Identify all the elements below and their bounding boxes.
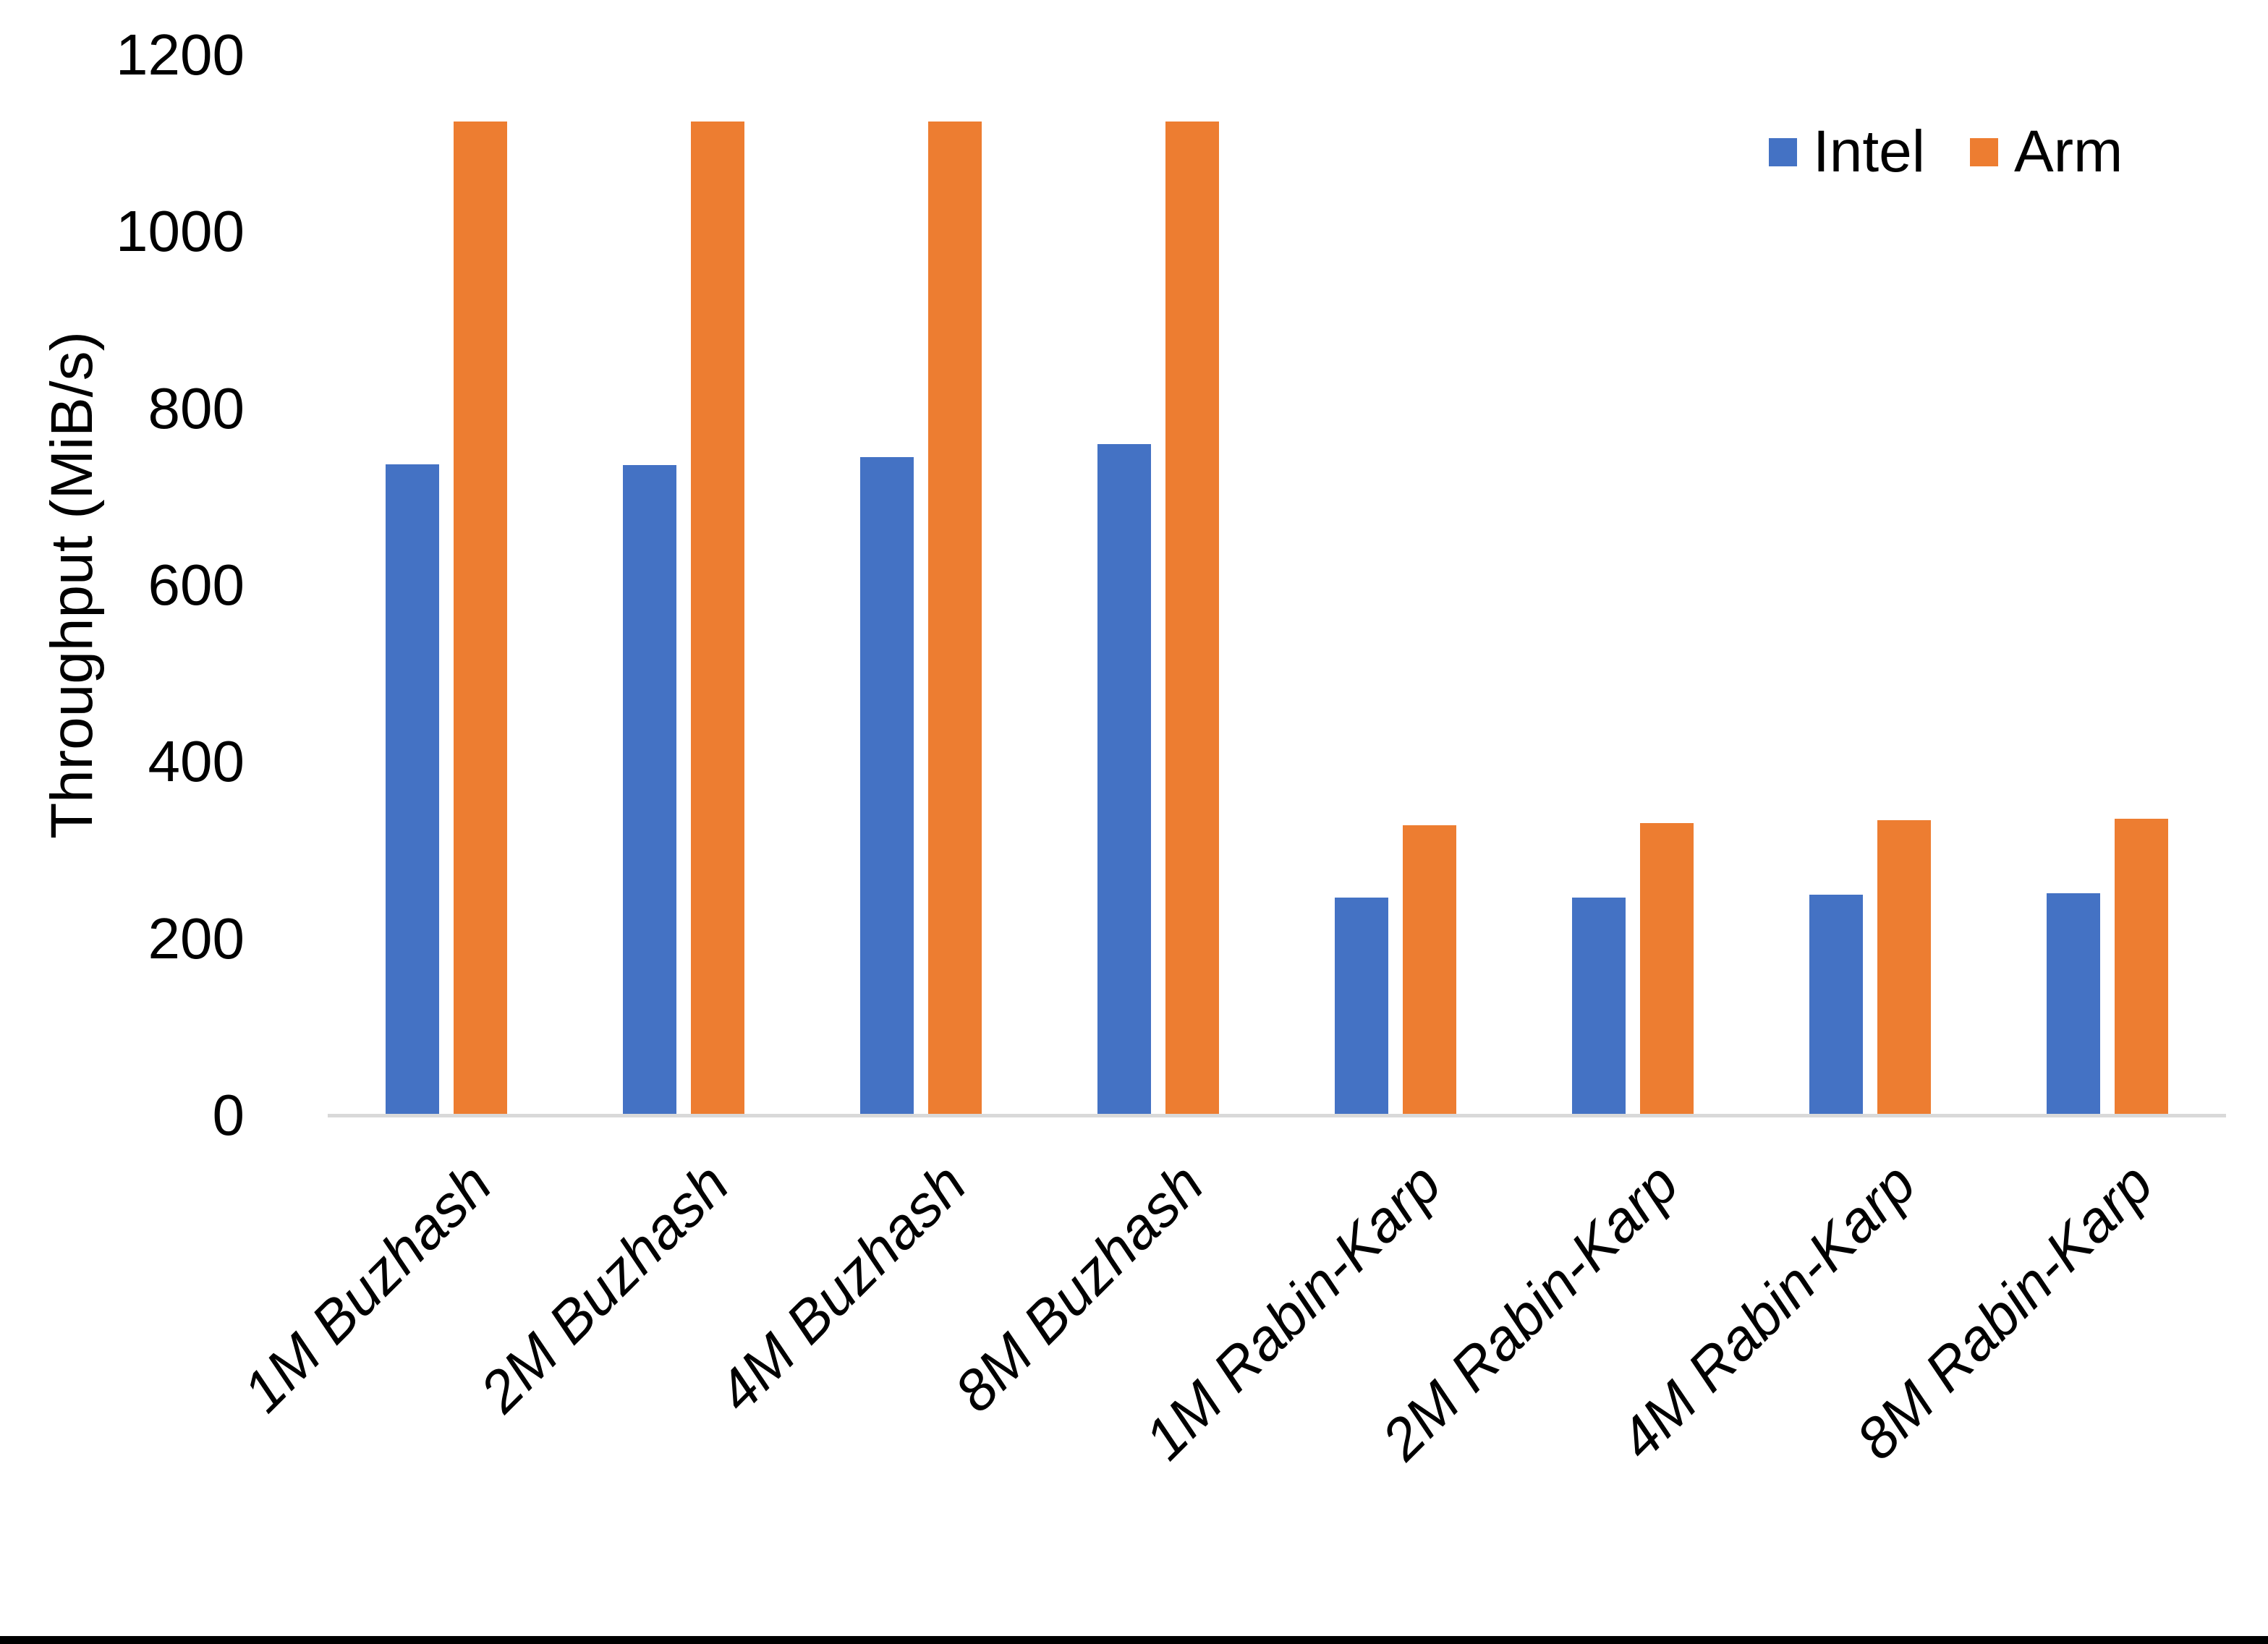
bar-arm-1m-rabin-karp bbox=[1403, 825, 1456, 1115]
x-axis-line bbox=[328, 1114, 2226, 1117]
bar-arm-4m-rabin-karp bbox=[1877, 820, 1931, 1115]
x-category-label: 1M Buzhash bbox=[231, 1151, 504, 1424]
legend-label-arm: Arm bbox=[2014, 119, 2123, 184]
legend-label-intel: Intel bbox=[1813, 119, 1925, 184]
y-axis-title: Throughput (MiB/s) bbox=[39, 331, 105, 839]
bar-arm-2m-rabin-karp bbox=[1640, 823, 1694, 1115]
y-tick-label: 1000 bbox=[116, 199, 245, 264]
bar-intel-8m-rabin-karp bbox=[2047, 893, 2100, 1115]
y-tick-label: 0 bbox=[212, 1083, 245, 1147]
y-tick-label: 1200 bbox=[116, 22, 245, 87]
bar-intel-1m-buzhash bbox=[386, 464, 439, 1115]
bar-arm-8m-rabin-karp bbox=[2115, 819, 2168, 1115]
y-tick-label: 200 bbox=[148, 906, 245, 971]
bar-intel-1m-rabin-karp bbox=[1335, 898, 1388, 1115]
legend-swatch-intel bbox=[1769, 137, 1797, 166]
legend-item-intel: Intel bbox=[1769, 118, 1925, 186]
bar-arm-8m-buzhash bbox=[1165, 122, 1219, 1115]
y-tick-label: 800 bbox=[148, 375, 245, 440]
bar-intel-4m-buzhash bbox=[860, 457, 914, 1115]
legend-swatch-arm bbox=[1970, 137, 1998, 166]
legend: Intel Arm bbox=[1769, 118, 2123, 186]
bar-intel-8m-buzhash bbox=[1097, 444, 1151, 1115]
x-category-label: 2M Buzhash bbox=[468, 1151, 742, 1424]
bar-arm-4m-buzhash bbox=[928, 122, 982, 1115]
y-tick-label: 600 bbox=[148, 553, 245, 617]
bar-arm-2m-buzhash bbox=[691, 122, 744, 1115]
x-category-label: 4M Buzhash bbox=[705, 1151, 979, 1424]
bar-arm-1m-buzhash bbox=[454, 122, 507, 1115]
x-category-label: 8M Buzhash bbox=[943, 1151, 1216, 1424]
bar-intel-4m-rabin-karp bbox=[1809, 895, 1863, 1115]
y-tick-label: 400 bbox=[148, 729, 245, 794]
bar-intel-2m-buzhash bbox=[623, 465, 676, 1115]
legend-item-arm: Arm bbox=[1970, 118, 2123, 186]
bottom-border-bar bbox=[0, 1636, 2268, 1644]
bar-intel-2m-rabin-karp bbox=[1572, 898, 1626, 1115]
